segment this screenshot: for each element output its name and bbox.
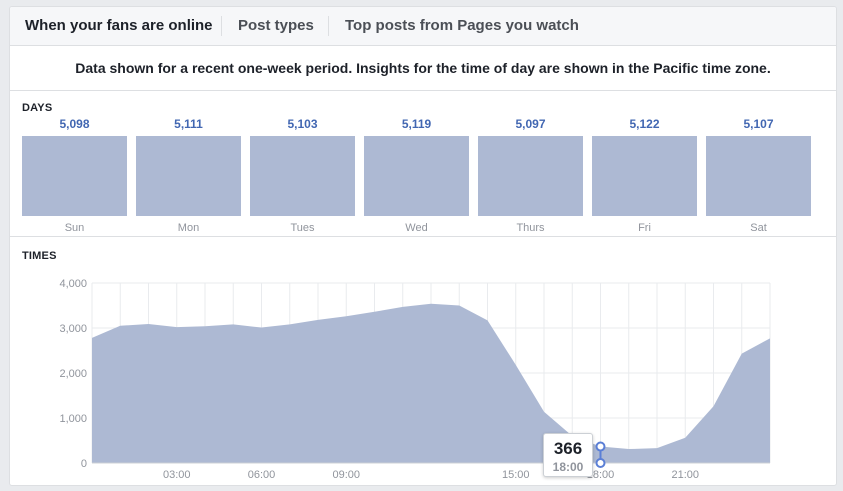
day-bar[interactable]	[478, 136, 583, 216]
tab-separator	[328, 16, 329, 36]
fans-online-area[interactable]	[92, 303, 770, 463]
day-bar[interactable]	[22, 136, 127, 216]
day-label: Mon	[177, 222, 200, 234]
y-tick-label: 4,000	[59, 278, 87, 290]
x-tick-label: 21:00	[671, 469, 699, 481]
tab-bar: When your fans are online Post types Top…	[10, 7, 836, 46]
day-label: Wed	[405, 222, 428, 234]
section-divider	[10, 236, 836, 237]
y-tick-label: 3,000	[59, 323, 87, 335]
day-label: Sun	[64, 222, 85, 234]
times-area-chart: 0 1,000 2,000 3,000 4,000 03:00 06:00 09:00 15:0…	[59, 278, 771, 481]
day-label: Fri	[638, 222, 651, 234]
y-tick-label: 2,000	[59, 368, 87, 380]
y-tick-label: 1,000	[59, 413, 87, 425]
day-value-label: 5,107	[743, 117, 774, 131]
tab-fans-online[interactable]: When your fans are online	[25, 17, 213, 34]
hover-point[interactable]	[595, 441, 606, 452]
times-section-label: TIMES	[22, 250, 57, 262]
day-value-label: 5,103	[287, 117, 318, 131]
day-value-label: 5,097	[515, 117, 546, 131]
day-bar[interactable]	[364, 136, 469, 216]
days-section-label: DAYS	[22, 102, 53, 114]
hover-axis-point[interactable]	[595, 458, 606, 468]
x-tick-label: 03:00	[163, 469, 191, 481]
x-tick-label: 06:00	[248, 469, 276, 481]
hover-tooltip: 366 18:00	[543, 433, 593, 477]
y-tick-label: 0	[81, 458, 87, 470]
x-tick-label: 18:00	[587, 469, 615, 481]
tooltip-value: 366	[553, 439, 583, 458]
day-bar[interactable]	[592, 136, 697, 216]
insights-panel: When your fans are online Post types Top…	[9, 6, 837, 486]
day-label: Tues	[290, 222, 315, 234]
day-value-label: 5,119	[401, 117, 432, 131]
day-bar[interactable]	[250, 136, 355, 216]
x-tick-label: 15:00	[502, 469, 530, 481]
timezone-notice: Data shown for a recent one-week period.…	[10, 46, 836, 91]
tab-top-posts[interactable]: Top posts from Pages you watch	[345, 17, 579, 34]
tooltip-time: 18:00	[552, 460, 584, 474]
day-value-label: 5,122	[629, 117, 660, 131]
x-tick-label: 09:00	[332, 469, 360, 481]
tab-post-types[interactable]: Post types	[238, 17, 314, 34]
day-bar[interactable]	[136, 136, 241, 216]
day-value-label: 5,111	[174, 117, 203, 131]
day-label: Thurs	[516, 222, 545, 234]
day-value-label: 5,098	[59, 117, 90, 131]
day-label: Sat	[750, 222, 767, 234]
tab-separator	[221, 16, 222, 36]
day-bar[interactable]	[706, 136, 811, 216]
